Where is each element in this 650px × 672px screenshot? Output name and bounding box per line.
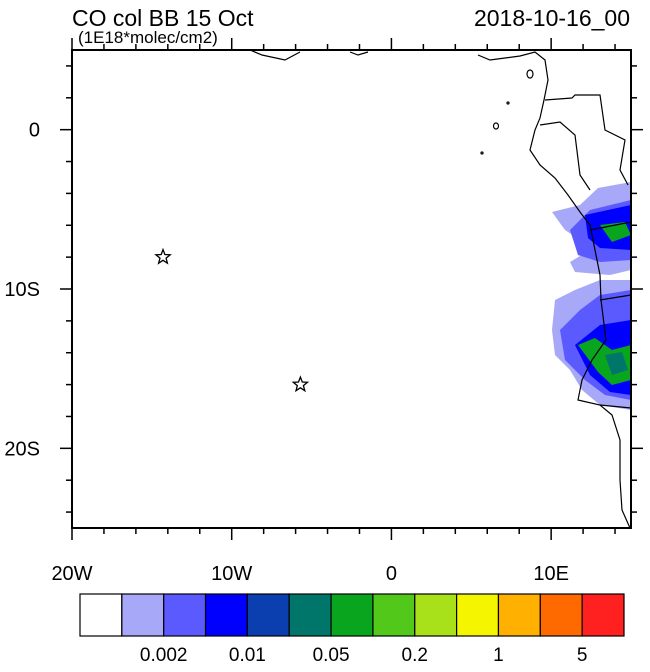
colorbar-label: 1 [493,645,504,666]
x-tick-label: 0 [386,563,397,585]
colorbar-swatch [330,593,374,637]
colorbar-swatch [372,593,416,637]
colorbar-swatch [121,593,165,637]
colorbar: 0.002 0.01 0.05 0.2 1 5 [79,593,625,666]
colorbar-label: 0.002 [140,645,188,666]
colorbar-swatch [497,593,541,637]
y-tick-label: 0 [29,120,40,142]
colorbar-swatch [246,593,290,637]
colorbar-label: 0.2 [402,645,428,666]
x-tick-label: 20W [51,563,92,585]
colorbar-swatch [204,593,248,637]
station-marker [291,375,310,393]
x-tick-label: 10E [533,563,569,585]
station-marker [154,247,172,265]
colorbar-swatch [581,593,625,637]
x-tick-label: 10W [211,563,252,585]
islands [480,69,534,155]
colorbar-swatch [414,593,458,637]
colorbar-swatch [163,593,207,637]
colorbar-label: 0.01 [229,645,266,666]
y-tick-label: 10S [4,279,40,301]
colorbar-swatch [539,593,583,637]
map-frame [71,49,632,529]
y-tick-label: 20S [4,438,40,460]
coastline [249,50,631,528]
colorbar-label: 5 [577,645,588,666]
date: 2018-10-16_00 [474,5,630,31]
colorbar-swatch [288,593,332,637]
map-layer [249,50,631,528]
subtitle: (1E18*molec/cm2) [78,28,218,47]
title: CO col BB 15 Oct [72,5,254,31]
co-plume [552,182,631,410]
colorbar-swatch [79,593,123,637]
colorbar-label: 0.05 [313,645,350,666]
colorbar-swatch [456,593,500,637]
